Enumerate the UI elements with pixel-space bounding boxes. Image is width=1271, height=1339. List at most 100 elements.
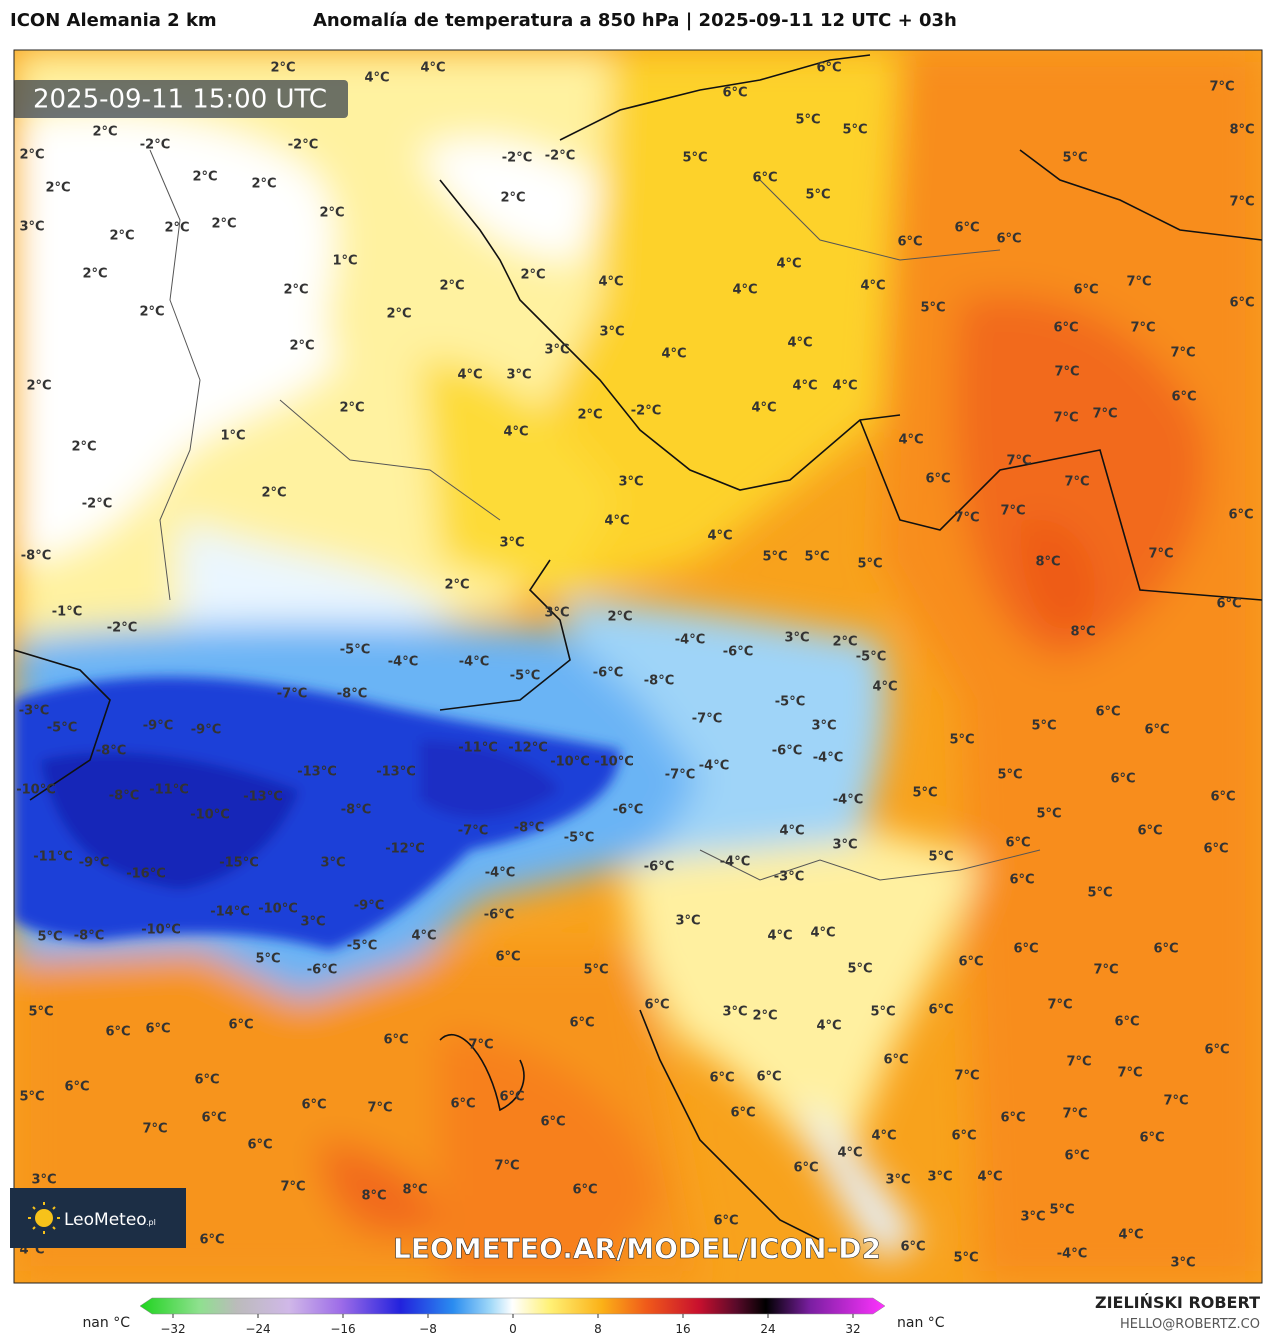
contour-label: 6°C: [1013, 942, 1038, 957]
logo-suffix: .pl: [146, 1218, 156, 1227]
contour-label: -4°C: [388, 655, 418, 670]
contour-label: 6°C: [883, 1053, 908, 1068]
contour-label: -9°C: [191, 723, 221, 738]
contour-label: -5°C: [47, 721, 77, 736]
contour-label: 6°C: [201, 1111, 226, 1126]
contour-label: 7°C: [1064, 475, 1089, 490]
contour-label: 2°C: [139, 305, 164, 320]
contour-label: 7°C: [142, 1122, 167, 1137]
contour-label: 4°C: [503, 425, 528, 440]
contour-label: 6°C: [954, 221, 979, 236]
contour-label: 6°C: [928, 1003, 953, 1018]
contour-label: 7°C: [954, 511, 979, 526]
contour-label: 6°C: [644, 998, 669, 1013]
contour-label: 6°C: [450, 1097, 475, 1112]
contour-label: -9°C: [354, 899, 384, 914]
contour-label: 4°C: [604, 514, 629, 529]
contour-label: 7°C: [1093, 963, 1118, 978]
contour-label: 7°C: [1229, 195, 1254, 210]
contour-label: 4°C: [364, 71, 389, 86]
contour-label: 2°C: [832, 635, 857, 650]
contour-label: 5°C: [37, 930, 62, 945]
contour-label: -3°C: [774, 870, 804, 885]
contour-label: 8°C: [1229, 123, 1254, 138]
contour-label: 4°C: [816, 1019, 841, 1034]
contour-label: 4°C: [977, 1170, 1002, 1185]
contour-label: 6°C: [1203, 842, 1228, 857]
contour-label: -10°C: [141, 923, 181, 938]
contour-label: -9°C: [143, 719, 173, 734]
contour-label: -4°C: [699, 759, 729, 774]
contour-label: 3°C: [784, 631, 809, 646]
contour-label: 6°C: [793, 1161, 818, 1176]
contour-label: 8°C: [1035, 555, 1060, 570]
contour-label: 5°C: [804, 550, 829, 565]
colorbar-tick-label: −24: [245, 1322, 270, 1336]
contour-label: 3°C: [599, 325, 624, 340]
contour-label: -10°C: [550, 755, 590, 770]
contour-label: 7°C: [1163, 1094, 1188, 1109]
contour-label: -14°C: [210, 905, 250, 920]
contour-label: 4°C: [457, 368, 482, 383]
contour-label: 3°C: [499, 536, 524, 551]
colorbar-tick-label: −16: [330, 1322, 355, 1336]
contour-label: -3°C: [19, 704, 49, 719]
contour-label: -4°C: [720, 855, 750, 870]
contour-label: -10°C: [258, 902, 298, 917]
map-title: Anomalía de temperatura a 850 hPa | 2025…: [313, 10, 957, 31]
contour-label: 3°C: [811, 719, 836, 734]
contour-label: -2°C: [545, 149, 575, 164]
contour-label: 6°C: [499, 1090, 524, 1105]
colorbar-tick-label: 32: [845, 1322, 860, 1336]
contour-label: 2°C: [500, 191, 525, 206]
contour-label: 5°C: [1062, 151, 1087, 166]
contour-label: 6°C: [105, 1025, 130, 1040]
contour-label: 5°C: [920, 301, 945, 316]
contour-label: 4°C: [860, 279, 885, 294]
contour-label: -4°C: [833, 793, 863, 808]
contour-label: 3°C: [885, 1173, 910, 1188]
contour-label: 4°C: [707, 529, 732, 544]
contour-label: 4°C: [871, 1129, 896, 1144]
contour-label: 2°C: [92, 125, 117, 140]
contour-label: 6°C: [1114, 1015, 1139, 1030]
contour-label: 3°C: [544, 343, 569, 358]
contour-label: 4°C: [787, 336, 812, 351]
contour-label: 7°C: [1170, 346, 1195, 361]
contour-label: -5°C: [856, 650, 886, 665]
contour-label: -6°C: [723, 645, 753, 660]
contour-label: 2°C: [45, 181, 70, 196]
contour-label: 6°C: [897, 235, 922, 250]
contour-label: 6°C: [1210, 790, 1235, 805]
contour-label: 7°C: [1148, 547, 1173, 562]
contour-label: 2°C: [439, 279, 464, 294]
contour-label: 6°C: [1095, 705, 1120, 720]
contour-label: 5°C: [255, 952, 280, 967]
contour-label: -8°C: [337, 687, 367, 702]
contour-label: 7°C: [494, 1159, 519, 1174]
logo-text: LeoMeteo: [64, 1210, 147, 1230]
contour-label: 5°C: [682, 151, 707, 166]
contour-label: -8°C: [514, 821, 544, 836]
contour-label: 6°C: [816, 61, 841, 76]
contour-label: 6°C: [1153, 942, 1178, 957]
contour-label: -5°C: [775, 695, 805, 710]
contour-label: 3°C: [320, 856, 345, 871]
colorbar: [139, 1297, 886, 1315]
contour-label: 3°C: [675, 914, 700, 929]
contour-label: -9°C: [79, 856, 109, 871]
contour-label: 4°C: [837, 1146, 862, 1161]
contour-label: 2°C: [19, 148, 44, 163]
contour-label: -16°C: [126, 867, 166, 882]
contour-label: -2°C: [140, 138, 170, 153]
contour-label: 7°C: [1066, 1055, 1091, 1070]
contour-label: -10°C: [190, 808, 230, 823]
contour-label: 5°C: [842, 123, 867, 138]
contour-label: 2°C: [71, 440, 96, 455]
contour-label: -13°C: [376, 765, 416, 780]
contour-label: -11°C: [149, 783, 189, 798]
contour-label: 7°C: [1054, 365, 1079, 380]
contour-label: -15°C: [219, 856, 259, 871]
contour-label: -10°C: [16, 783, 56, 798]
contour-label: 8°C: [1070, 625, 1095, 640]
